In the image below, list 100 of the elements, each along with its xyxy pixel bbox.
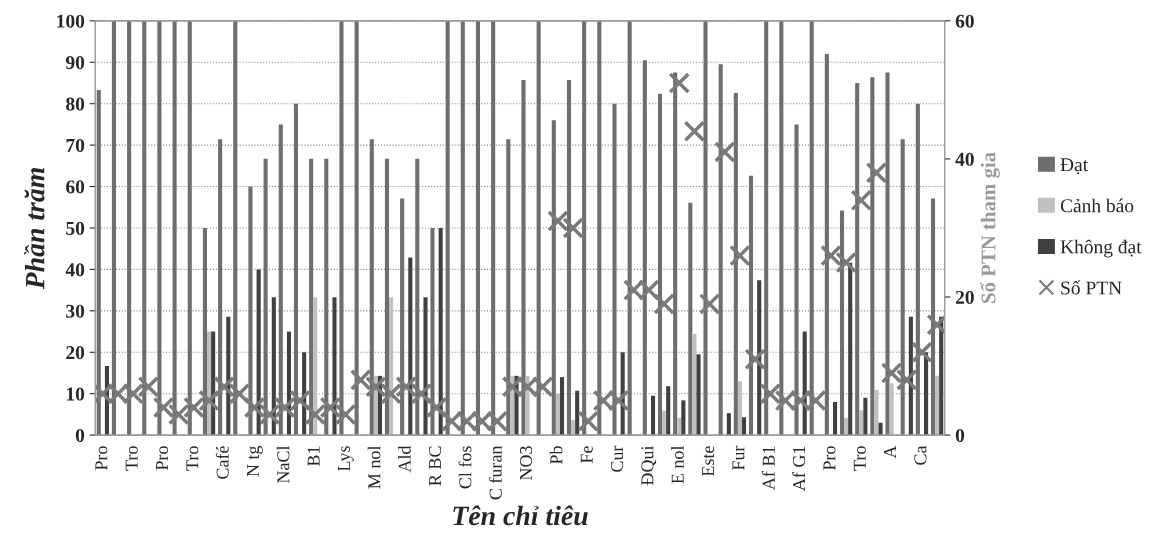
bar [848, 262, 853, 436]
bar [726, 413, 731, 436]
bar [332, 297, 337, 436]
x-tick-label: Fe [580, 446, 593, 464]
bar [935, 375, 940, 436]
bar [313, 297, 318, 436]
point [213, 376, 235, 398]
x-tick-label: E nol [671, 445, 684, 484]
point [577, 410, 600, 433]
x-tick-label: R BC [428, 446, 442, 486]
bar [423, 297, 428, 436]
bar [555, 393, 560, 436]
y-tick-label: 10 [66, 387, 85, 401]
legend-label: Cảnh báo [1060, 198, 1134, 213]
legend-label: Đạt [1060, 158, 1088, 175]
point [896, 369, 918, 391]
y2-tick-label: 0 [955, 428, 965, 443]
x-tick-label: ĐQui [641, 445, 657, 486]
point [349, 369, 372, 391]
bar [256, 269, 261, 436]
bar [874, 389, 879, 436]
bar [666, 386, 671, 436]
x-tick-label: NO3 [519, 446, 533, 481]
x-tick-label: NaCl [276, 445, 290, 484]
point [258, 403, 281, 426]
bar [571, 420, 576, 436]
x-tick-label: A [884, 445, 896, 459]
y-tick-label: 20 [66, 346, 85, 360]
y-tick-label: 90 [65, 56, 85, 70]
point [835, 251, 857, 274]
bar [677, 417, 682, 436]
bar [688, 202, 693, 436]
x-tick-label: Café [215, 446, 229, 479]
point [228, 382, 251, 405]
point [198, 389, 220, 412]
point [911, 341, 933, 364]
x-tick-label: N tg [247, 445, 263, 477]
point [668, 72, 691, 94]
x-tick-label: Tro [853, 446, 866, 471]
x-tick-label: Ca [914, 445, 927, 465]
point [152, 396, 175, 419]
point [410, 382, 433, 405]
bar [859, 410, 864, 436]
point [683, 120, 706, 143]
point [243, 396, 266, 419]
bar [737, 381, 742, 436]
point [289, 389, 311, 412]
x-tick-label: Fur [732, 445, 745, 471]
point [380, 382, 402, 405]
bar [757, 280, 762, 436]
bar [207, 331, 212, 436]
point [820, 244, 842, 267]
y-tick-label: 0 [75, 428, 85, 443]
x-tick-label: Tro [125, 446, 138, 471]
point [562, 217, 584, 239]
bar [924, 352, 929, 436]
bar [889, 383, 894, 436]
point [714, 141, 736, 163]
x-tick-label: Lys [338, 446, 354, 472]
point [653, 293, 675, 315]
point [319, 396, 342, 419]
point [744, 348, 766, 370]
bar [696, 354, 701, 436]
legend-label: Số PTN [1061, 280, 1122, 295]
x-tick-label: B1 [307, 446, 320, 467]
point [274, 396, 296, 419]
x-tick-label: Pro [156, 446, 169, 471]
point [759, 382, 782, 405]
y2-tick-label: 60 [955, 14, 974, 28]
bar [575, 390, 580, 436]
x-tick-label: M nol [367, 445, 381, 489]
bar [408, 257, 413, 436]
y-tick-label: 80 [66, 97, 85, 111]
bar [832, 401, 838, 436]
x-tick-label: Cl fos [458, 446, 472, 489]
y2-axis-title: Số PTN tham gia [980, 152, 1000, 303]
y2-tick-label: 20 [955, 290, 974, 304]
point [729, 244, 751, 267]
x-tick-label: Cur [610, 445, 624, 472]
x-tick-label: Af G1 [792, 446, 806, 491]
x-tick-label: Af B1 [761, 446, 775, 490]
bar [681, 400, 686, 436]
x-tick-label: Ald [398, 445, 411, 473]
bar [692, 334, 697, 436]
bar [662, 410, 667, 436]
y-tick-label: 50 [66, 221, 85, 235]
bar [741, 417, 747, 436]
x-tick-label: C furan [488, 445, 502, 500]
point [850, 189, 873, 212]
point [167, 403, 190, 426]
bar [438, 227, 443, 436]
point [334, 403, 357, 426]
bar [389, 297, 394, 436]
point [880, 362, 903, 384]
y-axis-title: Phần trăm [24, 167, 45, 290]
bar [863, 397, 868, 436]
point [698, 293, 721, 315]
bar [650, 395, 656, 436]
point [183, 396, 205, 419]
legend-label: Không đạt [1060, 239, 1142, 258]
